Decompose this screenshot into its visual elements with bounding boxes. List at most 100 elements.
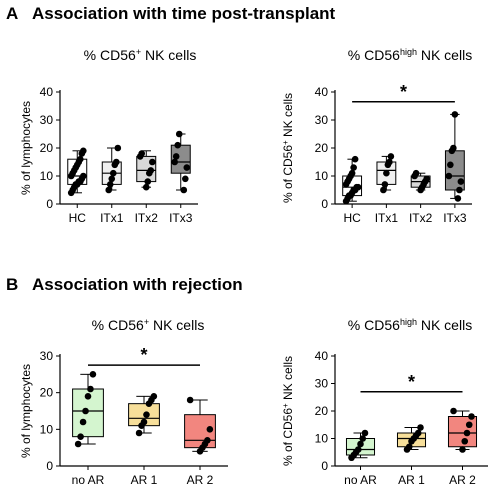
data-point — [405, 443, 413, 451]
y-axis-label: % of lymphocytes — [19, 101, 33, 195]
y-tick-label: 10 — [315, 432, 329, 446]
y-tick-label: 0 — [46, 197, 53, 211]
data-point — [468, 413, 475, 420]
section-title-a: Association with time post-transplant — [32, 4, 336, 23]
data-point — [171, 158, 178, 166]
data-point — [412, 169, 420, 177]
data-point — [450, 407, 457, 415]
x-tick-label: ITx1 — [100, 211, 124, 225]
data-point — [144, 178, 152, 185]
data-point — [350, 164, 357, 171]
chart-title: % CD56+ NK cells — [84, 47, 197, 63]
y-tick-label: 0 — [321, 197, 328, 211]
section-letter-b: B — [6, 275, 18, 294]
y-tick-label: 30 — [315, 377, 329, 391]
data-point — [174, 141, 182, 149]
data-point — [423, 175, 430, 183]
data-point — [463, 429, 471, 437]
data-point — [357, 440, 364, 448]
data-point — [451, 111, 459, 118]
data-point — [87, 385, 94, 393]
y-tick-label: 40 — [315, 349, 329, 363]
data-point — [183, 164, 191, 171]
data-point — [417, 424, 424, 431]
data-point — [77, 433, 84, 440]
x-tick-label: no AR — [344, 473, 377, 487]
data-point — [206, 426, 214, 433]
data-point — [383, 169, 390, 177]
x-tick-label: AR 2 — [187, 473, 214, 487]
data-point — [80, 147, 87, 155]
data-point — [380, 186, 387, 194]
data-point — [465, 421, 473, 429]
data-point — [461, 437, 469, 445]
data-point — [175, 130, 183, 138]
data-point — [445, 172, 453, 180]
data-point — [387, 153, 395, 160]
data-point — [105, 186, 113, 194]
data-point — [450, 144, 457, 152]
section-title-b: Association with rejection — [32, 275, 243, 294]
y-tick-label: 20 — [315, 141, 329, 155]
data-point — [150, 393, 158, 400]
y-tick-label: 0 — [46, 459, 53, 473]
y-axis-label: % of CD56+ NK cells — [281, 93, 296, 203]
y-axis-label: % of lymphocytes — [19, 364, 33, 458]
data-point — [80, 172, 87, 180]
significance-marker: * — [408, 372, 415, 392]
significance-marker: * — [140, 345, 147, 365]
chart-panel-1: % CD56+ NK cells % of lymphocytes 0 10 20 30 4… — [19, 47, 198, 225]
x-tick-label: AR 2 — [449, 473, 476, 487]
data-point — [414, 429, 422, 437]
data-point — [172, 153, 180, 160]
data-point — [76, 155, 84, 163]
y-tick-label: 10 — [40, 422, 54, 436]
data-point — [361, 429, 369, 437]
y-tick-label: 30 — [40, 113, 54, 127]
y-tick-label: 40 — [315, 85, 329, 99]
y-tick-label: 30 — [40, 349, 54, 363]
x-tick-label: HC — [69, 211, 87, 225]
chart-panel-2: % CD56high NK cells % of CD56+ NK cells 0 1… — [281, 47, 473, 225]
x-tick-label: ITx3 — [169, 211, 193, 225]
x-tick-label: AR 1 — [131, 473, 158, 487]
data-point — [454, 195, 462, 202]
x-tick-label: ITx1 — [375, 211, 399, 225]
data-point — [354, 446, 362, 453]
significance-marker: * — [400, 82, 407, 102]
data-point — [74, 440, 82, 448]
data-point — [180, 186, 188, 194]
y-tick-label: 30 — [315, 113, 329, 127]
data-point — [149, 158, 156, 166]
data-point — [459, 446, 466, 453]
box-3 — [184, 414, 216, 449]
data-point — [359, 435, 367, 442]
data-point — [348, 169, 356, 177]
data-point — [457, 178, 465, 185]
y-tick-label: 20 — [40, 386, 54, 400]
y-tick-label: 20 — [40, 141, 54, 155]
data-point — [381, 181, 389, 188]
y-tick-label: 10 — [40, 169, 54, 183]
chart-title: % CD56high NK cells — [348, 47, 472, 63]
data-point — [204, 437, 211, 444]
chart-title: % CD56+ NK cells — [92, 317, 205, 333]
data-point — [114, 144, 122, 152]
data-point — [82, 407, 89, 415]
x-tick-label: ITx2 — [409, 211, 433, 225]
data-point — [143, 411, 150, 418]
data-point — [113, 158, 120, 166]
data-point — [140, 418, 148, 426]
chart-panel-4: % CD56high NK cells % of CD56+ NK cells 0 1… — [281, 317, 488, 487]
data-point — [135, 429, 143, 437]
y-axis-label: % of CD56+ NK cells — [281, 356, 296, 466]
y-tick-label: 20 — [315, 404, 329, 418]
section-letter-a: A — [6, 4, 18, 23]
x-tick-label: no AR — [72, 473, 105, 487]
chart-panels: % CD56+ NK cells % of lymphocytes 0 10 20 30 4… — [19, 47, 488, 487]
data-point — [108, 175, 116, 183]
data-point — [138, 150, 145, 157]
y-tick-label: 40 — [40, 85, 54, 99]
data-point — [456, 186, 463, 194]
